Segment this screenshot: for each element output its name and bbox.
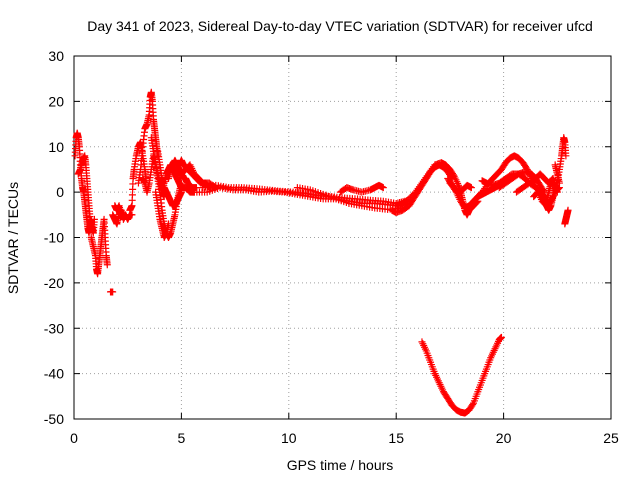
data-point — [555, 179, 563, 187]
data-point — [165, 220, 173, 228]
series-early-arc-g — [126, 138, 150, 214]
series-early-arc-a — [71, 129, 98, 237]
x-tick-label: 20 — [496, 430, 512, 446]
x-tick-label: 0 — [70, 430, 78, 446]
series-arc-15-d — [446, 179, 475, 196]
series-arc-19-j — [551, 161, 563, 187]
y-tick-label: 30 — [48, 48, 64, 64]
series-early-arc-c — [87, 215, 111, 278]
x-axis-label: GPS time / hours — [287, 457, 394, 473]
series-arc-19-f — [532, 170, 557, 187]
series-band-mid-c — [293, 184, 404, 213]
x-tick-labels: 0 5 10 15 20 25 — [70, 430, 619, 446]
y-axis-label: SDTVAR / TECUs — [5, 182, 21, 294]
y-tick-label: -40 — [44, 366, 64, 382]
series-early-arc-f — [111, 202, 125, 219]
data-point — [379, 184, 387, 192]
data-point — [117, 211, 125, 219]
data-point — [103, 261, 111, 269]
grid-lines — [74, 56, 611, 419]
data-point — [449, 171, 457, 179]
data-point — [549, 175, 557, 183]
series-dip-arc — [418, 333, 505, 417]
series-arc-19-i — [561, 206, 572, 228]
series-early-arc-k — [152, 188, 173, 241]
x-tick-label: 10 — [281, 430, 297, 446]
data-point — [467, 184, 475, 192]
series-early-arc-l — [154, 147, 185, 210]
series-early-arc-h — [134, 88, 162, 187]
data-point — [87, 220, 95, 228]
data-point — [497, 333, 505, 341]
axis-ticks — [73, 55, 612, 420]
y-tick-label: 10 — [48, 139, 64, 155]
series-band-mid-b — [199, 181, 409, 207]
x-tick-label: 25 — [603, 430, 619, 446]
data-point — [562, 152, 570, 160]
x-tick-label: 5 — [178, 430, 186, 446]
data-points — [71, 88, 572, 417]
series-early-arc-b — [74, 152, 95, 228]
y-tick-label: 20 — [48, 93, 64, 109]
data-point — [128, 211, 136, 219]
y-tick-label: -10 — [44, 230, 64, 246]
series-arc-19-g — [538, 188, 557, 214]
y-tick-label: -20 — [44, 275, 64, 291]
y-tick-label: -30 — [44, 320, 64, 336]
data-point — [109, 288, 117, 296]
x-tick-label: 15 — [388, 430, 404, 446]
y-tick-label: -50 — [44, 411, 64, 427]
data-point — [548, 175, 556, 183]
chart-title: Day 341 of 2023, Sidereal Day-to-day VTE… — [87, 18, 593, 34]
series-band-mid-d — [336, 181, 387, 196]
y-tick-labels: -50 -40 -30 -20 -10 0 10 20 30 — [44, 48, 64, 427]
y-tick-label: 0 — [56, 184, 64, 200]
data-point — [469, 400, 477, 408]
series-early-arc-d — [107, 288, 117, 296]
data-point — [564, 206, 572, 214]
